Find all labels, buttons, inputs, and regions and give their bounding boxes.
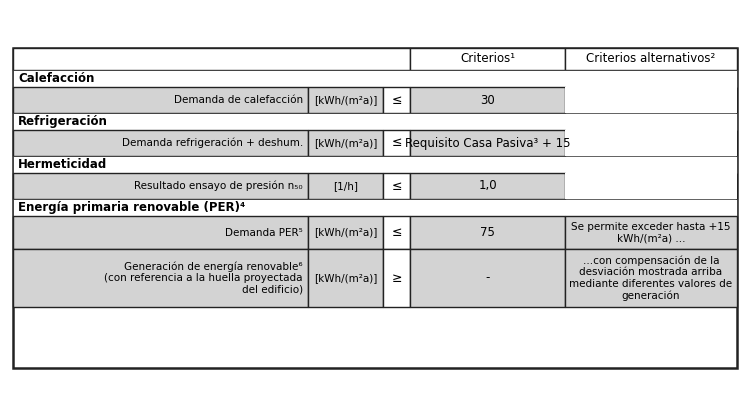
Text: 30: 30 [480,94,495,106]
Text: [kWh/(m²a)]: [kWh/(m²a)] [314,138,377,148]
Bar [13,113,737,130]
Bar [308,87,383,113]
Bar [410,249,565,307]
Text: Hermeticidad: Hermeticidad [18,158,107,171]
Text: [kWh/(m²a)]: [kWh/(m²a)] [314,95,377,105]
Bar [565,87,737,113]
Text: 1,0: 1,0 [478,180,496,192]
Bar [410,173,565,199]
Bar [565,130,737,156]
Text: [1/h]: [1/h] [333,181,358,191]
Text: ≤: ≤ [392,136,402,150]
Bar [410,216,565,249]
Text: Criterios alternativos²: Criterios alternativos² [586,52,716,66]
Text: Demanda de calefacción: Demanda de calefacción [174,95,303,105]
Bar [565,249,737,307]
Text: ...con compensación de la
desviación mostrada arriba
mediante diferentes valores: ...con compensación de la desviación mos… [569,255,733,301]
Text: Resultado ensayo de presión n₅₀: Resultado ensayo de presión n₅₀ [134,181,303,191]
Text: Demanda refrigeración + deshum.: Demanda refrigeración + deshum. [122,138,303,148]
Text: Criterios¹: Criterios¹ [460,52,515,66]
Text: Generación de energía renovable⁶
(con referencia a la huella proyectada
del edif: Generación de energía renovable⁶ (con re… [104,261,303,295]
Text: ≤: ≤ [392,94,402,106]
Text: Refrigeración: Refrigeración [18,115,108,128]
Bar [308,216,383,249]
Bar [13,199,737,216]
Text: ≤: ≤ [392,226,402,239]
Bar [13,48,410,70]
Bar [308,249,383,307]
Bar [565,48,737,70]
Bar [410,87,565,113]
Bar [13,216,308,249]
Bar [410,48,565,70]
Bar [383,249,410,307]
Bar [565,216,737,249]
Bar [13,130,308,156]
Text: [kWh/(m²a)]: [kWh/(m²a)] [314,273,377,283]
Bar [383,216,410,249]
Bar [13,48,737,368]
Text: Demanda PER⁵: Demanda PER⁵ [225,228,303,238]
Text: 75: 75 [480,226,495,239]
Bar [383,130,410,156]
Text: Requisito Casa Pasiva³ + 15: Requisito Casa Pasiva³ + 15 [405,136,570,150]
Bar [383,87,410,113]
Text: Energía primaria renovable (PER)⁴: Energía primaria renovable (PER)⁴ [18,201,245,214]
Text: Calefacción: Calefacción [18,72,94,85]
Bar [308,130,383,156]
Bar [13,173,308,199]
Bar [13,156,737,173]
Bar [308,173,383,199]
Text: ≥: ≥ [392,272,402,284]
Bar [383,173,410,199]
Bar [13,87,308,113]
Text: Se permite exceder hasta +15
kWh/(m²a) ...: Se permite exceder hasta +15 kWh/(m²a) .… [572,222,730,243]
Bar [410,130,565,156]
Bar [13,70,737,87]
Bar [13,249,308,307]
Bar [565,173,737,199]
Text: ≤: ≤ [392,180,402,192]
Text: [kWh/(m²a)]: [kWh/(m²a)] [314,228,377,238]
Text: -: - [485,272,490,284]
